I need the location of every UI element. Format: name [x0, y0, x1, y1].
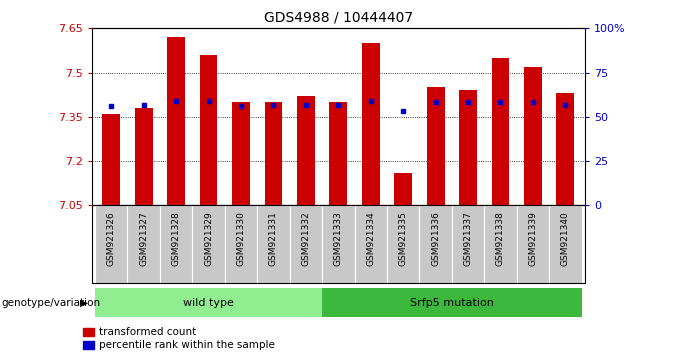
Bar [459, 90, 477, 205]
Bar [225, 205, 257, 283]
Bar [95, 288, 322, 317]
Bar [95, 205, 127, 283]
Text: wild type: wild type [183, 298, 234, 308]
Bar [322, 288, 581, 317]
Bar [549, 205, 581, 283]
Bar [297, 96, 315, 205]
Bar [232, 102, 250, 205]
Bar [556, 93, 574, 205]
Text: GSM921333: GSM921333 [334, 212, 343, 267]
Bar [167, 37, 185, 205]
Text: GSM921330: GSM921330 [237, 212, 245, 267]
Text: genotype/variation: genotype/variation [1, 298, 101, 308]
Legend: transformed count, percentile rank within the sample: transformed count, percentile rank withi… [84, 327, 275, 350]
Text: GSM921340: GSM921340 [561, 212, 570, 266]
Text: GSM921329: GSM921329 [204, 212, 213, 266]
Bar [329, 102, 347, 205]
Bar [354, 205, 387, 283]
Text: GSM921339: GSM921339 [528, 212, 537, 267]
Text: ▶: ▶ [80, 298, 88, 308]
Text: GSM921332: GSM921332 [301, 212, 310, 266]
Bar [160, 205, 192, 283]
Text: GSM921335: GSM921335 [398, 212, 408, 267]
Bar [524, 67, 542, 205]
Text: GSM921328: GSM921328 [171, 212, 181, 266]
Bar [394, 173, 412, 205]
Bar [290, 205, 322, 283]
Text: GDS4988 / 10444407: GDS4988 / 10444407 [264, 11, 413, 25]
Text: GSM921337: GSM921337 [464, 212, 473, 267]
Bar [420, 205, 452, 283]
Text: Srfp5 mutation: Srfp5 mutation [410, 298, 494, 308]
Text: GSM921336: GSM921336 [431, 212, 440, 267]
Bar [257, 205, 290, 283]
Bar [127, 205, 160, 283]
Bar [362, 43, 379, 205]
Bar [265, 102, 282, 205]
Bar [387, 205, 420, 283]
Text: GSM921334: GSM921334 [367, 212, 375, 266]
Bar [103, 114, 120, 205]
Bar [452, 205, 484, 283]
Text: GSM921338: GSM921338 [496, 212, 505, 267]
Bar [484, 205, 517, 283]
Text: GSM921326: GSM921326 [107, 212, 116, 266]
Bar [426, 87, 445, 205]
Text: GSM921327: GSM921327 [139, 212, 148, 266]
Bar [135, 108, 152, 205]
Bar [200, 55, 218, 205]
Bar [192, 205, 225, 283]
Text: GSM921331: GSM921331 [269, 212, 278, 267]
Bar [492, 58, 509, 205]
Bar [322, 205, 354, 283]
Bar [517, 205, 549, 283]
